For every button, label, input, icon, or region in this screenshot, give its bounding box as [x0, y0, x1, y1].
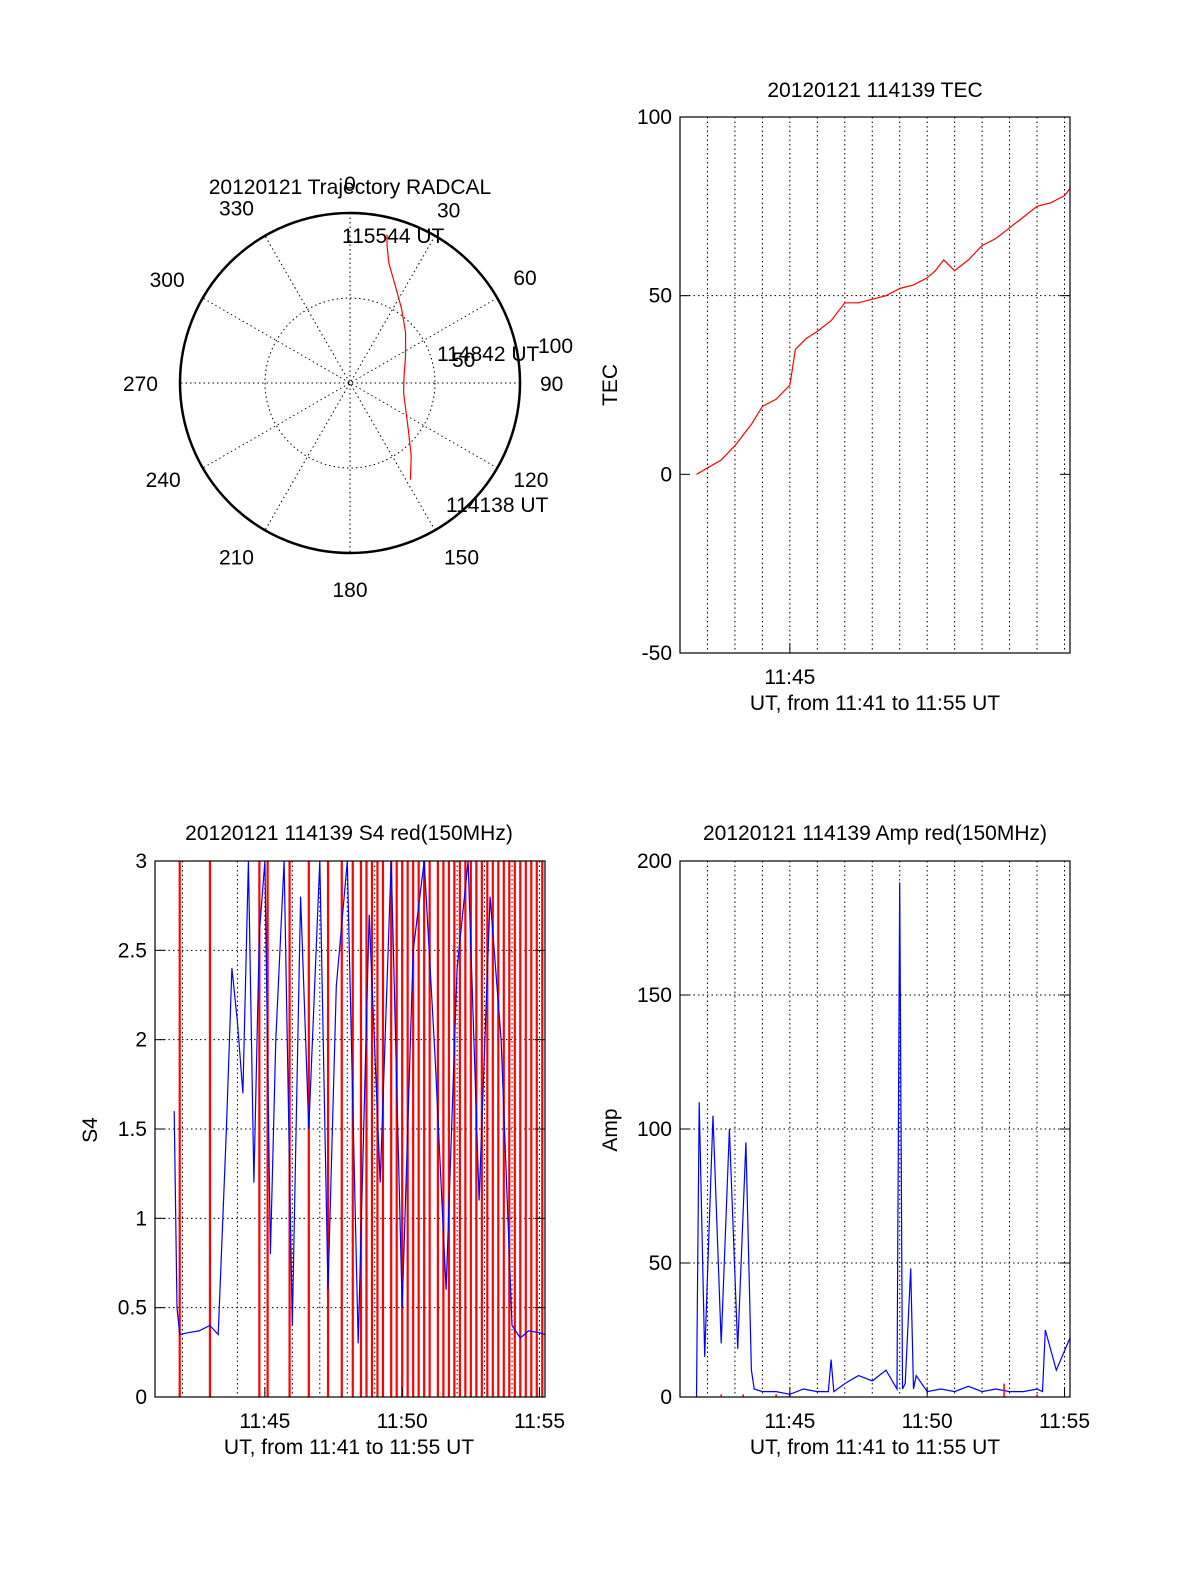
polar-az-label-0: 0 — [344, 173, 356, 196]
polar-trajectory-panel: 20120121 Trajectory RADCAL 0 30 60 90 120 150… — [123, 173, 573, 602]
s4-x-axis-label: UT, from 11:41 to 11:55 UT — [224, 1436, 474, 1459]
s4-y-tick-label: 2.5 — [118, 939, 147, 962]
polar-azimuth-labels: 0 30 60 90 120 150 180 210 240 270 300 330 — [123, 173, 563, 602]
amp-x-ticks: 11:45 11:50 11:55 — [764, 1387, 1090, 1433]
s4-x-tick-label: 11:55 — [514, 1410, 565, 1433]
amp-x-tick-label: 11:55 — [1039, 1410, 1090, 1433]
amp-y-tick-label: 100 — [637, 1118, 672, 1141]
s4-x-ticks: 11:45 11:50 11:55 — [239, 1387, 565, 1433]
amp-x-axis-label: UT, from 11:41 to 11:55 UT — [750, 1436, 1000, 1459]
s4-y-tick-label: 0 — [135, 1386, 147, 1409]
tec-y-axis-label: TEC — [599, 364, 622, 406]
s4-x-tick-label: 11:45 — [239, 1410, 290, 1433]
tec-title: 20120121 114139 TEC — [767, 79, 982, 102]
s4-x-tick-label: 11:50 — [377, 1410, 428, 1433]
polar-az-label-210: 210 — [219, 546, 254, 569]
polar-radial-label-100: 100 — [538, 335, 573, 358]
amp-y-tick-label: 200 — [637, 850, 672, 873]
s4-blue-series-line — [173, 860, 546, 1344]
amp-y-axis-label: Amp — [599, 1108, 622, 1151]
amp-y-ticks: 0 50 100 150 200 — [637, 850, 1070, 1409]
tec-panel: 20120121 114139 TEC -50 0 50 100 11:45 UT, … — [599, 79, 1071, 715]
tec-series-line — [696, 188, 1071, 475]
tec-plot-frame — [679, 116, 1071, 654]
polar-az-label-90: 90 — [540, 373, 563, 396]
s4-y-tick-label: 1 — [135, 1207, 147, 1230]
tec-y-tick-label: 0 — [660, 463, 672, 486]
tec-x-tick-label: 11:45 — [764, 666, 815, 689]
tec-x-ticks: 11:45 — [764, 643, 815, 689]
amp-title: 20120121 114139 Amp red(150MHz) — [703, 822, 1047, 845]
polar-radial-label-50: 50 — [452, 349, 475, 372]
s4-y-tick-label: 2 — [135, 1029, 147, 1052]
s4-y-tick-label: 1.5 — [118, 1118, 147, 1141]
amp-x-tick-label: 11:50 — [902, 1410, 953, 1433]
polar-az-label-150: 150 — [444, 546, 479, 569]
polar-mid-label: 114842 UT — [437, 343, 540, 366]
s4-y-tick-label: 0.5 — [118, 1297, 147, 1320]
tec-y-tick-label: 50 — [649, 285, 672, 308]
amp-blue-series-line — [695, 882, 1071, 1398]
s4-y-tick-label: 3 — [135, 850, 147, 873]
polar-az-label-180: 180 — [332, 579, 367, 602]
polar-end-label: 115544 UT — [342, 225, 445, 248]
polar-az-label-240: 240 — [146, 469, 181, 492]
amp-y-tick-label: 0 — [660, 1386, 672, 1409]
s4-title: 20120121 114139 S4 red(150MHz) — [185, 822, 513, 845]
amp-grid — [680, 861, 1070, 1397]
tec-x-axis-label: UT, from 11:41 to 11:55 UT — [750, 692, 1000, 715]
s4-y-ticks: 0 0.5 1 1.5 2 2.5 3 — [118, 850, 545, 1409]
amp-panel: 20120121 114139 Amp red(150MHz) 0 50 100 15… — [599, 822, 1090, 1459]
tec-y-tick-label: 100 — [637, 106, 672, 129]
polar-inner-ring — [264, 297, 436, 469]
s4-y-axis-label: S4 — [79, 1117, 102, 1143]
tec-grid — [680, 117, 1070, 653]
polar-az-label-270: 270 — [123, 373, 158, 396]
polar-title: 20120121 Trajectory RADCAL — [209, 176, 492, 199]
polar-az-label-60: 60 — [513, 267, 536, 290]
tec-y-ticks: -50 0 50 100 — [637, 106, 1070, 665]
polar-az-label-120: 120 — [513, 469, 548, 492]
polar-az-label-330: 330 — [219, 198, 254, 221]
polar-trajectory-line — [386, 234, 412, 480]
tec-y-tick-label: -50 — [642, 642, 672, 665]
s4-red-series — [178, 861, 544, 1397]
amp-x-tick-label: 11:45 — [764, 1410, 815, 1433]
polar-az-label-30: 30 — [437, 200, 460, 223]
amp-y-tick-label: 50 — [649, 1252, 672, 1275]
polar-az-label-300: 300 — [150, 269, 185, 292]
polar-start-label: 114138 UT — [446, 494, 549, 517]
s4-panel: 20120121 114139 S4 red(150MHz) 0 0.5 1 1.5 2… — [79, 822, 565, 1459]
amp-y-tick-label: 150 — [637, 984, 672, 1007]
